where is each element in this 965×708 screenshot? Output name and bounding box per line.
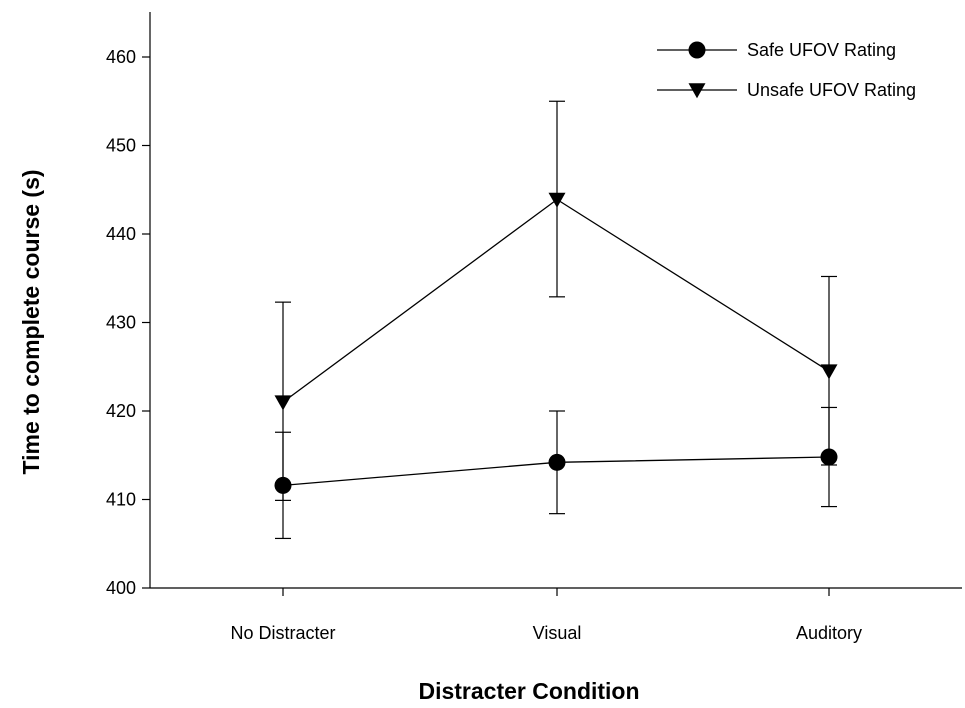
series-0 <box>274 406 838 540</box>
legend-label: Safe UFOV Rating <box>747 40 896 60</box>
x-ticks: No Distracter Visual Auditory <box>230 588 862 643</box>
y-tick-label: 430 <box>106 313 136 333</box>
legend-marker <box>688 83 706 99</box>
y-ticks: 400 410 420 430 440 450 460 <box>106 47 150 598</box>
series-line <box>282 198 830 403</box>
x-tick-label: Visual <box>533 623 582 643</box>
data-point <box>548 453 566 471</box>
y-tick-label: 420 <box>106 401 136 421</box>
legend-label: Unsafe UFOV Rating <box>747 80 916 100</box>
y-tick-label: 450 <box>106 136 136 156</box>
legend-marker <box>688 41 706 59</box>
y-tick-label: 400 <box>106 578 136 598</box>
series-1 <box>274 100 838 501</box>
data-point <box>548 192 566 208</box>
x-tick-label: Auditory <box>796 623 862 643</box>
x-tick-label: No Distracter <box>230 623 335 643</box>
series-layer <box>274 100 838 540</box>
data-point <box>820 364 838 380</box>
y-tick-label: 460 <box>106 47 136 67</box>
data-point <box>274 395 292 411</box>
x-axis-title: Distracter Condition <box>418 678 639 704</box>
y-axis-title: Time to complete course (s) <box>18 169 44 474</box>
y-tick-label: 440 <box>106 224 136 244</box>
y-tick-label: 410 <box>106 490 136 510</box>
legend: Safe UFOV Rating Unsafe UFOV Rating <box>657 40 916 100</box>
axes <box>149 12 962 589</box>
